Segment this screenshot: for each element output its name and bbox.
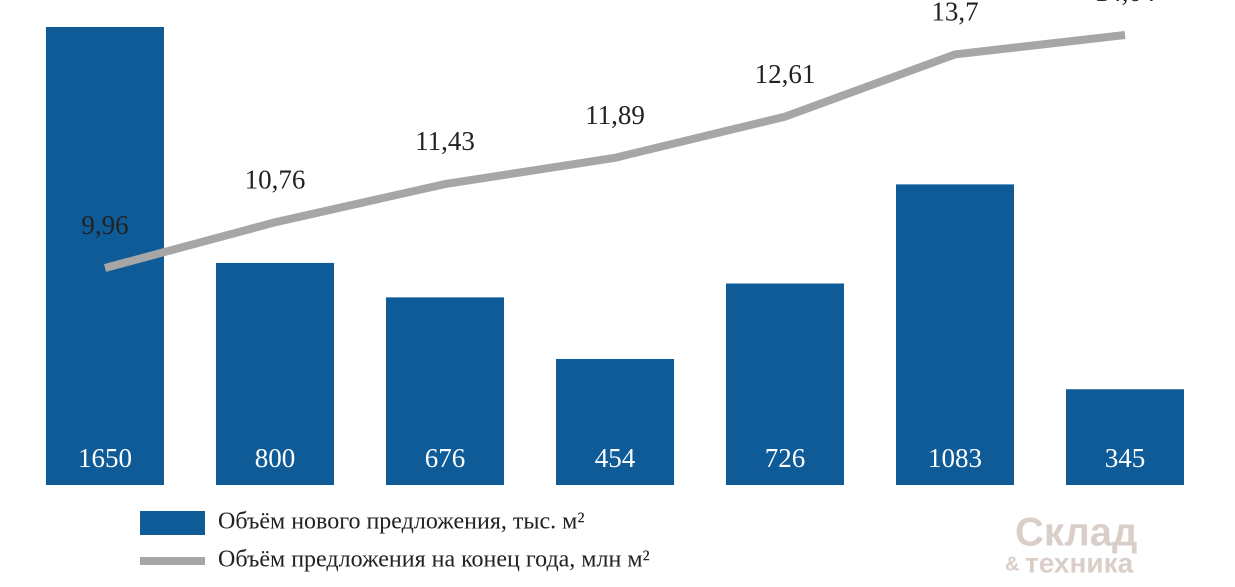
data-label: 800: [255, 443, 296, 473]
data-label: 1650: [78, 443, 132, 473]
legend-label: Объём предложения на конец года, млн м²: [218, 547, 650, 573]
data-label: 1083: [928, 443, 982, 473]
data-label: 14,04: [1095, 0, 1156, 7]
legend-label: Объём нового предложения, тыс. м²: [218, 509, 585, 535]
data-label: 345: [1105, 443, 1146, 473]
data-label: 454: [595, 443, 636, 473]
watermark: техника: [1025, 547, 1134, 578]
data-label: 11,89: [585, 100, 645, 130]
data-label: 676: [425, 443, 466, 473]
data-label: 10,76: [245, 165, 306, 195]
legend-swatch: [140, 511, 205, 535]
watermark: Склад: [1015, 511, 1137, 555]
watermark: &: [1005, 553, 1019, 575]
bar: [386, 297, 504, 485]
line: [103, 31, 1126, 272]
bar: [216, 262, 334, 485]
data-label: 13,7: [931, 0, 978, 27]
bar: [1066, 389, 1184, 485]
data-label: 11,43: [415, 126, 475, 156]
data-label: 726: [765, 443, 806, 473]
bar: [896, 184, 1014, 486]
data-label: 9,96: [81, 210, 128, 240]
data-label: 12,61: [755, 59, 816, 89]
bar: [556, 358, 674, 485]
bar: [726, 283, 844, 485]
